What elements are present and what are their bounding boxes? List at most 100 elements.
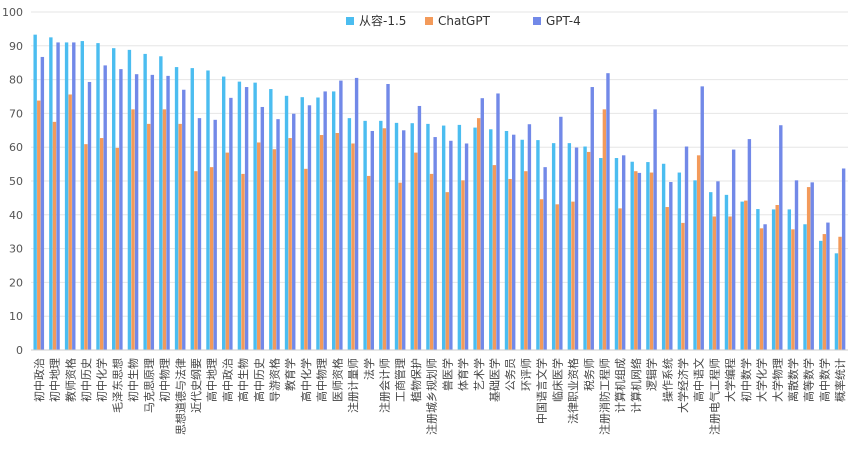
bar <box>64 42 69 351</box>
x-tick-label: 初中历史 <box>79 358 93 402</box>
bar <box>429 173 434 350</box>
bar <box>284 95 289 350</box>
x-tick-label: 初中数学 <box>739 358 753 402</box>
x-tick-label: 高等数学 <box>802 358 816 402</box>
bar <box>508 178 512 350</box>
bar <box>159 56 163 350</box>
x-tick-label: 注册计量师 <box>346 358 360 413</box>
bar <box>40 56 45 350</box>
bar <box>492 165 497 350</box>
x-tick-label: 大学编程 <box>723 358 737 402</box>
bar <box>677 172 682 350</box>
bar <box>367 175 371 350</box>
bar <box>426 123 430 350</box>
bar <box>241 173 245 350</box>
bar <box>841 168 846 350</box>
y-tick-label: 90 <box>9 40 23 53</box>
x-tick-label: 大学物理 <box>770 358 784 402</box>
bar <box>288 138 292 350</box>
x-tick-label: 毛泽东思想 <box>110 358 124 413</box>
bar <box>787 209 792 350</box>
bar <box>634 171 638 350</box>
bar <box>417 105 422 351</box>
x-tick-label: 注册城乡规划师 <box>425 358 439 435</box>
bar <box>143 53 147 350</box>
legend-swatch <box>346 17 354 25</box>
bar <box>539 199 544 350</box>
y-tick-label: 40 <box>9 209 23 222</box>
x-tick-label: 医师资格 <box>330 358 344 402</box>
x-tick-label: 工商管理 <box>393 358 407 402</box>
bar <box>504 130 509 350</box>
bar <box>810 182 814 350</box>
bar <box>602 109 607 350</box>
bar <box>115 147 120 350</box>
bar <box>520 139 524 350</box>
bar <box>304 168 308 350</box>
y-tick-label: 60 <box>9 141 23 154</box>
bar <box>681 222 685 350</box>
x-tick-label: 高中数学 <box>817 358 831 402</box>
bar <box>661 163 666 350</box>
bar <box>646 162 650 350</box>
bar <box>779 125 783 350</box>
bar <box>147 123 151 350</box>
bar <box>724 194 729 350</box>
bar <box>826 222 830 350</box>
x-tick-label: 高中政治 <box>220 358 234 402</box>
bar <box>543 167 547 350</box>
x-tick-label: 税务师 <box>582 358 596 391</box>
x-tick-label: 高中地理 <box>205 358 219 402</box>
bar <box>382 128 387 350</box>
x-tick-label: 教育学 <box>283 358 297 391</box>
bar <box>103 65 107 351</box>
bar <box>449 140 453 350</box>
x-tick-label: 注册消防工程师 <box>597 358 611 435</box>
x-tick-label: 离散数学 <box>786 358 800 402</box>
bar <box>476 118 481 350</box>
x-tick-label: 高中历史 <box>252 358 266 402</box>
bar <box>331 91 336 351</box>
bar <box>112 48 116 351</box>
bar <box>489 129 493 350</box>
bar <box>178 123 182 350</box>
bar <box>637 172 642 350</box>
bar <box>162 109 167 350</box>
bar <box>665 207 669 350</box>
y-axis: 0 10 20 30 40 50 60 70 80 90 100 <box>2 6 23 357</box>
x-tick-label: 大学化学 <box>755 358 769 402</box>
bar <box>586 151 591 350</box>
bar <box>771 209 776 350</box>
bar <box>775 205 779 350</box>
bar <box>649 172 654 350</box>
bar <box>512 134 516 350</box>
bar <box>803 224 807 350</box>
bar <box>206 70 210 350</box>
bar <box>744 200 748 350</box>
bar <box>480 98 484 350</box>
bar <box>700 86 704 351</box>
bar <box>567 143 572 350</box>
bar <box>441 125 446 350</box>
x-tick-label: 高中物理 <box>315 358 329 402</box>
bar <box>614 158 619 350</box>
bar <box>339 80 343 351</box>
bar <box>213 119 217 350</box>
bar <box>630 161 634 350</box>
legend-label: GPT-4 <box>546 14 581 28</box>
bar <box>728 216 732 350</box>
x-tick-label: 思想道德与法律 <box>173 358 187 435</box>
x-tick-label: 教师资格 <box>63 358 77 402</box>
bar <box>379 120 383 350</box>
bar <box>756 209 760 350</box>
legend-label: ChatGPT <box>438 14 491 28</box>
x-tick-label: 高中生物 <box>236 358 250 402</box>
x-tick-label: 初中地理 <box>48 358 62 402</box>
x-tick-label: 初中生物 <box>126 358 140 402</box>
x-tick-label: 概率统计 <box>833 358 847 402</box>
bar <box>323 91 327 351</box>
bar <box>33 34 37 351</box>
y-tick-label: 20 <box>9 276 23 289</box>
bar <box>260 106 265 350</box>
y-tick-label: 30 <box>9 243 23 256</box>
